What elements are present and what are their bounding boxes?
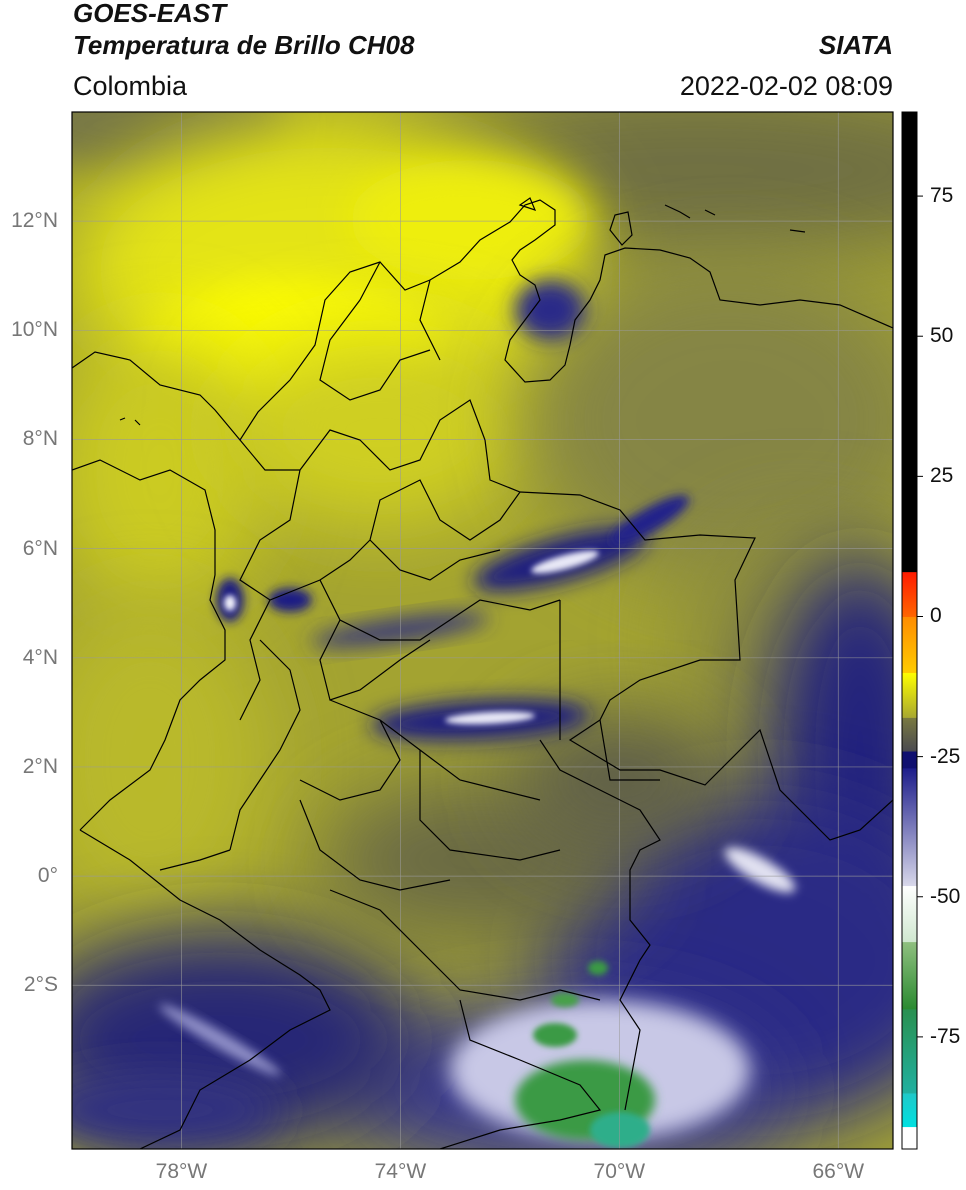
colorbar-tick-label: 50 [930, 324, 954, 348]
brightness-field [72, 112, 893, 1149]
colorbar-tick-label: -75 [930, 1024, 961, 1048]
colorbar [901, 111, 923, 1150]
title-satellite: GOES-EAST [73, 0, 227, 28]
lon-tick-label: 66°W [812, 1160, 865, 1183]
border-colombia-venezuela [484, 439, 893, 841]
dept-borders [159, 261, 660, 891]
title-source: SIATA [818, 30, 893, 60]
lon-tick-label: 74°W [374, 1160, 427, 1183]
colorbar-segment [902, 571, 917, 617]
colorbar-tick-label: 75 [930, 184, 954, 208]
colorbar-frame [901, 111, 918, 1150]
lat-tick-label: 2°S [23, 973, 58, 997]
border-south [439, 999, 602, 1149]
lon-tick-label: 70°W [593, 1160, 646, 1183]
colorbar-segment [902, 616, 917, 674]
lat-tick-label: 12°N [11, 209, 58, 233]
lat-tick-label: 10°N [11, 318, 58, 342]
lat-tick-label: 0° [37, 864, 58, 888]
colorbar-segment [902, 717, 917, 752]
colorbar-segment [902, 1008, 917, 1094]
islands [119, 197, 806, 426]
colorbar-segment [902, 767, 917, 887]
lat-tick-label: 2°N [22, 754, 58, 778]
coastline-pacific [72, 459, 226, 831]
colorbar-segment [902, 751, 917, 769]
lat-tick-label: 8°N [22, 427, 58, 451]
colorbar-segment [902, 941, 917, 1010]
map-frame [71, 111, 894, 1150]
colorbar-segment [902, 1092, 917, 1128]
lat-tick-label: 4°N [22, 645, 58, 669]
colorbar-segment [902, 885, 917, 943]
title-region: Colombia [73, 71, 188, 101]
colorbar-tick-label: -25 [930, 744, 961, 768]
colorbar-segment [902, 112, 917, 573]
colorbar-tick-label: -50 [930, 884, 961, 908]
colorbar-segment [902, 672, 917, 718]
border-ecuador-peru [79, 829, 331, 1149]
border-colombia-peru [329, 889, 601, 1001]
lat-tick-label: 6°N [22, 536, 58, 560]
colorbar-tick-label: 0 [930, 604, 942, 628]
border-colombia-brazil-peru [539, 739, 661, 1111]
colorbar-segment [902, 1126, 917, 1150]
title-product: Temperatura de Brillo CH08 [73, 30, 415, 60]
boundaries [72, 197, 893, 1149]
title-datetime: 2022-02-02 08:09 [679, 71, 893, 101]
colorbar-tick-label: 25 [930, 464, 954, 488]
lon-tick-label: 78°W [155, 1160, 208, 1183]
coastline-caribbean [72, 199, 893, 442]
